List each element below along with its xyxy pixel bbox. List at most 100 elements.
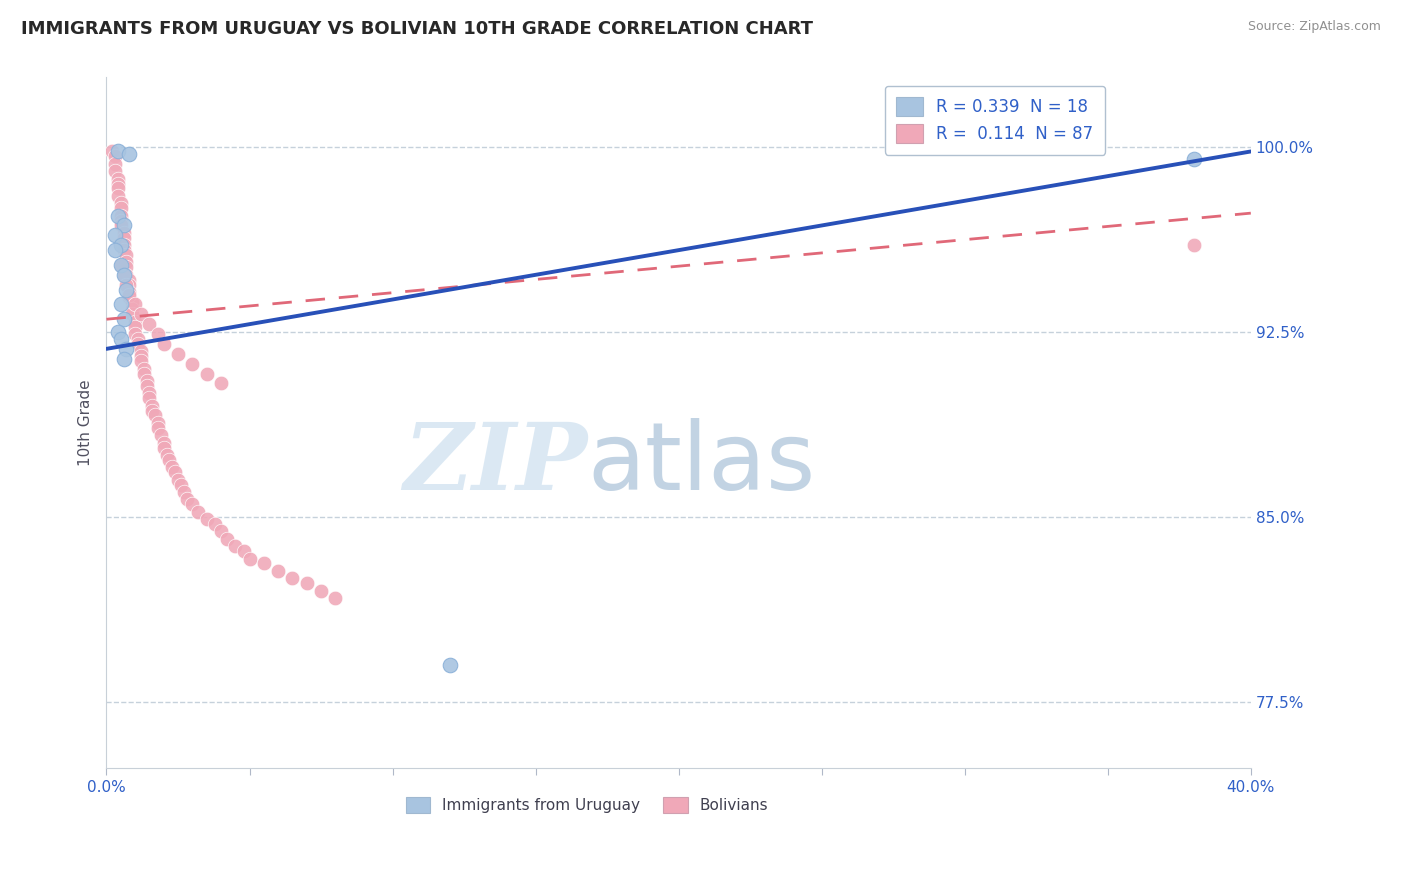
Point: [107, 209, 129, 223]
Point: [1182, 238, 1205, 252]
Point: [325, 591, 347, 605]
Point: [209, 524, 232, 539]
Point: [129, 307, 152, 321]
Point: [167, 347, 190, 361]
Point: [115, 342, 138, 356]
Point: [146, 421, 169, 435]
Point: [146, 416, 169, 430]
Point: [107, 171, 129, 186]
Point: [127, 337, 149, 351]
Point: [253, 557, 276, 571]
Point: [104, 228, 127, 243]
Point: [107, 145, 129, 159]
Point: [152, 337, 174, 351]
Point: [152, 441, 174, 455]
Point: [157, 453, 180, 467]
Point: [107, 189, 129, 203]
Point: [135, 379, 157, 393]
Point: [138, 391, 160, 405]
Point: [110, 258, 132, 272]
Point: [110, 209, 132, 223]
Point: [162, 460, 184, 475]
Point: [295, 576, 318, 591]
Point: [101, 145, 124, 159]
Text: ZIP: ZIP: [404, 419, 588, 509]
Point: [110, 213, 132, 227]
Point: [112, 268, 135, 282]
Point: [112, 231, 135, 245]
Point: [141, 403, 163, 417]
Point: [124, 315, 146, 329]
Point: [115, 268, 138, 282]
Point: [118, 147, 141, 161]
Point: [195, 512, 218, 526]
Point: [238, 551, 260, 566]
Point: [118, 287, 141, 301]
Point: [104, 164, 127, 178]
Point: [115, 248, 138, 262]
Point: [224, 539, 246, 553]
Text: atlas: atlas: [588, 418, 815, 510]
Point: [110, 219, 132, 233]
Point: [104, 157, 127, 171]
Point: [124, 326, 146, 341]
Point: [118, 285, 141, 299]
Point: [129, 354, 152, 368]
Point: [107, 177, 129, 191]
Point: [110, 297, 132, 311]
Point: [118, 273, 141, 287]
Point: [173, 485, 195, 500]
Point: [112, 226, 135, 240]
Point: [155, 448, 177, 462]
Point: [143, 409, 166, 423]
Point: [267, 564, 290, 578]
Point: [152, 435, 174, 450]
Point: [110, 258, 132, 272]
Point: [129, 349, 152, 363]
Point: [146, 326, 169, 341]
Point: [115, 283, 138, 297]
Point: [121, 307, 143, 321]
Point: [132, 367, 155, 381]
Point: [141, 399, 163, 413]
Text: IMMIGRANTS FROM URUGUAY VS BOLIVIAN 10TH GRADE CORRELATION CHART: IMMIGRANTS FROM URUGUAY VS BOLIVIAN 10TH…: [21, 20, 813, 37]
Point: [149, 428, 172, 442]
Point: [110, 332, 132, 346]
Point: [104, 149, 127, 163]
Point: [439, 657, 461, 672]
Point: [118, 277, 141, 292]
Point: [138, 386, 160, 401]
Point: [112, 219, 135, 233]
Point: [1182, 152, 1205, 166]
Point: [110, 196, 132, 211]
Point: [110, 238, 132, 252]
Point: [170, 477, 193, 491]
Point: [215, 532, 238, 546]
Point: [209, 376, 232, 391]
Point: [112, 243, 135, 257]
Text: Source: ZipAtlas.com: Source: ZipAtlas.com: [1247, 20, 1381, 33]
Point: [232, 544, 254, 558]
Point: [138, 317, 160, 331]
Point: [115, 255, 138, 269]
Point: [112, 238, 135, 252]
Point: [112, 312, 135, 326]
Point: [121, 302, 143, 317]
Point: [309, 583, 332, 598]
Point: [127, 332, 149, 346]
Point: [115, 260, 138, 275]
Point: [104, 243, 127, 257]
Point: [129, 344, 152, 359]
Point: [124, 319, 146, 334]
Point: [187, 505, 209, 519]
Point: [112, 268, 135, 282]
Point: [204, 516, 226, 531]
Point: [135, 374, 157, 388]
Legend: Immigrants from Uruguay, Bolivians: Immigrants from Uruguay, Bolivians: [399, 790, 775, 820]
Point: [167, 473, 190, 487]
Point: [195, 367, 218, 381]
Y-axis label: 10th Grade: 10th Grade: [79, 380, 93, 467]
Point: [181, 357, 204, 371]
Point: [115, 277, 138, 292]
Point: [165, 465, 187, 479]
